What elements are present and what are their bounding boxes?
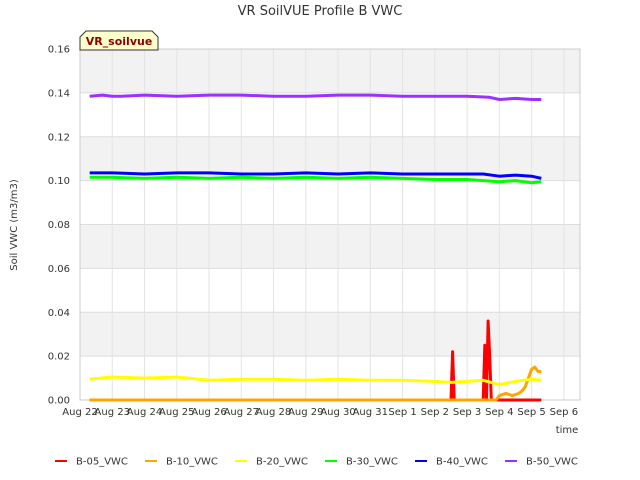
legend-label: B-20_VWC [256, 457, 308, 468]
x-tick-label: Aug 25 [159, 407, 194, 418]
x-tick-label: Sep 2 [421, 407, 449, 418]
x-tick-label: Aug 28 [256, 407, 291, 418]
legend-label: B-10_VWC [166, 457, 218, 468]
x-tick-label: Sep 1 [388, 407, 416, 418]
series-line-b-40-vwc [89, 171, 542, 180]
x-tick-label: Aug 23 [95, 407, 130, 418]
y-tick-label: 0.14 [48, 88, 70, 99]
y-tick-label: 0.00 [48, 396, 70, 407]
series-line-b-50-vwc [89, 93, 542, 101]
y-tick-label: 0.10 [48, 176, 70, 187]
plot-band [80, 312, 580, 357]
x-tick-label: Aug 30 [320, 407, 355, 418]
x-tick-label: Aug 29 [288, 407, 323, 418]
legend: B-05_VWC B-10_VWC B-20_VWC B-30_VWC B-40_VWC… [55, 457, 578, 468]
y-tick-label: 0.12 [48, 132, 70, 143]
series-line-b-05-vwc [89, 319, 542, 402]
site-badge: VR_soilvue [79, 30, 159, 51]
chart-title: VR SoilVUE Profile B VWC [238, 4, 403, 19]
legend-label: B-50_VWC [526, 457, 578, 468]
y-axis-label: Soil VWC (m3/m3) [9, 179, 20, 271]
x-axis-label: time [556, 425, 579, 436]
plot-band [80, 49, 580, 93]
y-tick-label: 0.06 [48, 264, 70, 275]
y-tick-label: 0.02 [48, 352, 70, 363]
series-layer [89, 93, 542, 402]
x-tick-label: Aug 31 [353, 407, 388, 418]
series-line-b-10-vwc [89, 365, 542, 402]
x-tick-label: Aug 27 [224, 407, 259, 418]
x-tick-label: Sep 4 [485, 407, 513, 418]
series-line-b-30-vwc [89, 175, 542, 185]
x-tick-label: Aug 26 [191, 407, 226, 418]
grid-lines [79, 48, 581, 401]
badge-shape [79, 30, 159, 51]
x-tick-label: Aug 22 [62, 407, 97, 418]
x-tick-label: Sep 5 [517, 407, 545, 418]
series-line-b-20-vwc [89, 375, 542, 387]
legend-label: B-30_VWC [346, 457, 398, 468]
plot-band [80, 224, 580, 269]
legend-label: B-40_VWC [436, 457, 488, 468]
y-tick-label: 0.08 [48, 220, 70, 231]
y-axis-ticks: 0.00 0.02 0.04 0.06 0.08 0.10 0.12 0.14 0.16 [48, 45, 70, 407]
y-tick-label: 0.04 [48, 308, 70, 319]
x-tick-label: Aug 24 [127, 407, 162, 418]
legend-label: B-05_VWC [76, 457, 128, 468]
badge-label: VR_soilvue [86, 35, 153, 48]
y-tick-label: 0.16 [48, 45, 70, 56]
x-tick-label: Sep 6 [550, 407, 578, 418]
x-tick-label: Sep 3 [453, 407, 481, 418]
